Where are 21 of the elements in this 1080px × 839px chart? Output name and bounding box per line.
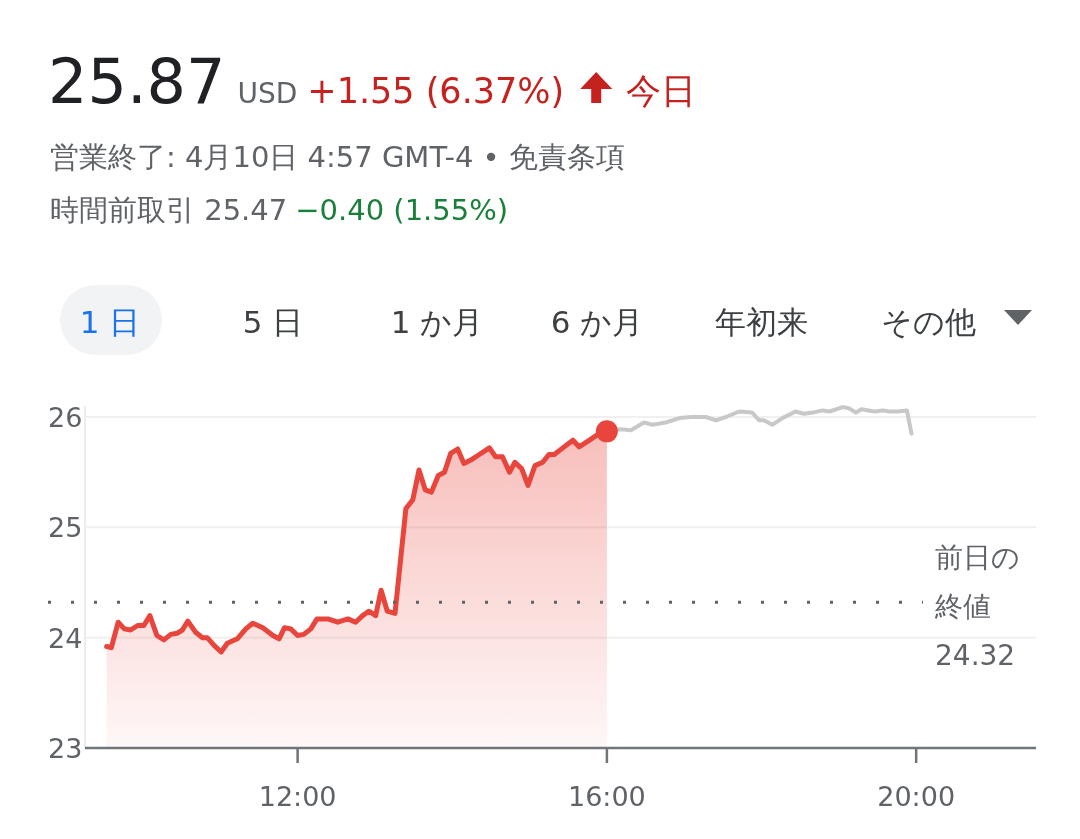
text: 6 か月	[550, 304, 644, 340]
text: 1 日	[79, 304, 141, 340]
text: その他	[880, 304, 976, 340]
text: 今日	[626, 71, 697, 111]
text: 時間前取引 25.47	[50, 193, 288, 227]
text: 営業終了: 4月10日 4:57 GMT-4 • 免責条項	[50, 140, 625, 174]
y-tick-label: 25	[48, 512, 83, 544]
y-tick-label: 24	[48, 622, 83, 654]
x-tick-label: 16:00	[567, 781, 646, 812]
x-tick-label: 20:00	[877, 781, 956, 812]
text: −0.40 (1.55%)	[295, 193, 509, 227]
ref-line-label: 前日の終値 24.32	[934, 541, 1020, 672]
text: 1 か月	[390, 304, 484, 340]
x-tick-label: 12:00	[258, 781, 337, 812]
y-tick-label: 26	[48, 402, 83, 434]
text: USD	[237, 77, 298, 110]
text: +1.55 (6.37%)	[307, 71, 565, 111]
title: 25.87	[48, 45, 226, 118]
y-tick-label: 23	[48, 733, 83, 764]
text: 5 日	[242, 304, 304, 340]
text: 年初来	[714, 304, 808, 340]
